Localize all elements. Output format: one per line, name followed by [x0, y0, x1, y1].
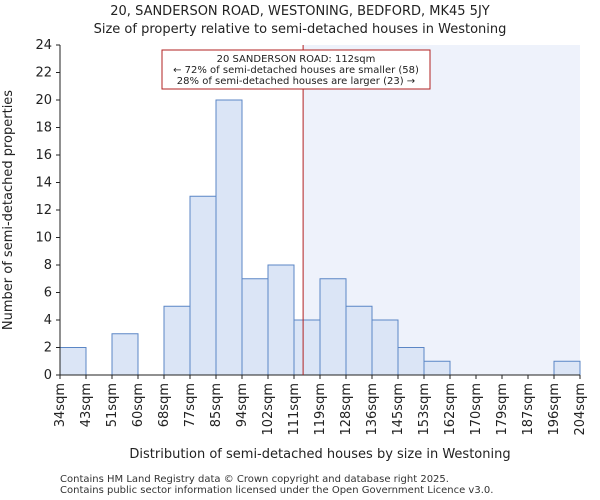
- x-tick-label: 51sqm: [105, 383, 120, 427]
- footer-licence: Contains public sector information licen…: [60, 485, 494, 496]
- y-tick-label: 14: [35, 176, 52, 191]
- x-axis-label: Distribution of semi-detached houses by …: [129, 447, 510, 462]
- y-tick-label: 20: [35, 93, 52, 108]
- x-tick-label: 85sqm: [209, 383, 224, 427]
- histogram-bar: [397, 347, 425, 376]
- x-tick-label: 136sqm: [365, 383, 380, 436]
- histogram-bar: [267, 264, 295, 376]
- histogram-bar: [59, 347, 87, 376]
- y-tick-label: 4: [44, 313, 52, 328]
- annotation-line-1: 20 SANDERSON ROAD: 112sqm: [217, 54, 376, 65]
- y-tick-label: 6: [44, 286, 52, 301]
- x-tick-label: 119sqm: [313, 383, 328, 436]
- histogram-bar: [423, 360, 451, 376]
- x-tick-label: 153sqm: [417, 383, 432, 436]
- x-tick-label: 34sqm: [53, 383, 68, 427]
- y-tick-label: 24: [35, 38, 52, 53]
- histogram-bar: [293, 319, 321, 376]
- annotation-line-3: 28% of semi-detached houses are larger (…: [177, 76, 415, 87]
- histogram-bar: [371, 319, 399, 376]
- histogram-bar: [111, 333, 139, 376]
- x-tick-label: 162sqm: [443, 383, 458, 436]
- x-tick-label: 187sqm: [521, 383, 536, 436]
- annotation-box: [161, 49, 431, 90]
- footer-copyright: Contains HM Land Registry data © Crown c…: [60, 474, 449, 485]
- histogram-bar: [163, 305, 191, 376]
- x-tick-label: 128sqm: [339, 383, 354, 436]
- x-tick-label: 102sqm: [261, 383, 276, 436]
- annotation-line-2: ← 72% of semi-detached houses are smalle…: [173, 65, 419, 76]
- x-tick-label: 94sqm: [235, 383, 250, 427]
- y-tick-label: 12: [35, 203, 52, 218]
- y-tick-label: 0: [44, 368, 52, 383]
- y-tick-label: 18: [35, 121, 52, 136]
- histogram-bar: [319, 278, 347, 376]
- x-tick-label: 60sqm: [131, 383, 146, 427]
- x-tick-label: 179sqm: [495, 383, 510, 436]
- x-tick-label: 111sqm: [287, 383, 302, 436]
- histogram-bar: [215, 99, 243, 376]
- y-tick-label: 16: [35, 148, 52, 163]
- x-tick-label: 43sqm: [79, 383, 94, 427]
- x-tick-label: 196sqm: [547, 383, 562, 436]
- histogram-bar: [189, 195, 217, 376]
- y-tick-label: 10: [35, 231, 52, 246]
- histogram-bar: [241, 278, 269, 376]
- x-tick-label: 77sqm: [183, 383, 198, 427]
- y-tick-label: 2: [44, 341, 52, 356]
- x-tick-label: 145sqm: [391, 383, 406, 436]
- y-tick-label: 8: [44, 258, 52, 273]
- histogram-bar: [553, 360, 581, 376]
- x-tick-label: 68sqm: [157, 383, 172, 427]
- x-tick-label: 204sqm: [573, 383, 588, 436]
- y-axis-label: Number of semi-detached properties: [1, 90, 16, 330]
- y-tick-label: 22: [35, 66, 52, 81]
- histogram-bar: [345, 305, 373, 376]
- chart-title: 20, SANDERSON ROAD, WESTONING, BEDFORD, …: [110, 4, 490, 19]
- x-tick-label: 170sqm: [469, 383, 484, 436]
- chart-subtitle: Size of property relative to semi-detach…: [93, 22, 507, 37]
